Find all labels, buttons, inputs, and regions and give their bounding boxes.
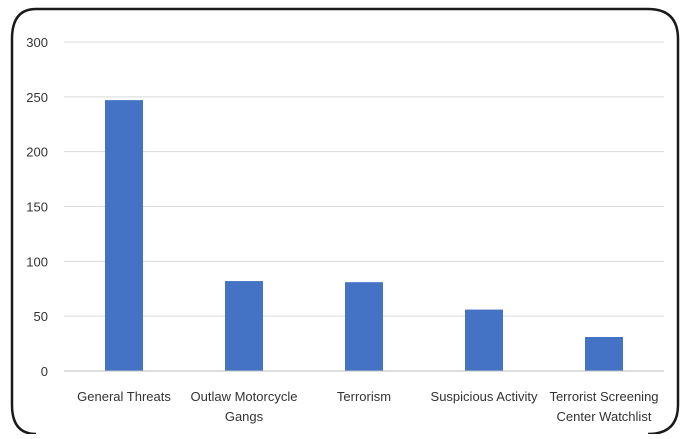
y-axis: 0 50 100 150 200 250 300 [26,35,48,379]
x-tick-label: Suspicious Activity [431,389,538,404]
chart-frame-border [10,7,680,436]
y-tick-label: 300 [26,35,48,50]
gridlines [64,41,664,317]
bar-1 [225,281,263,371]
x-tick-label: Center Watchlist [557,409,652,424]
y-tick-label: 200 [26,145,48,160]
x-tick-label: General Threats [77,389,171,404]
bars [105,100,623,371]
x-axis-labels: General Threats Outlaw Motorcycle Gangs Ter… [77,389,658,424]
y-tick-label: 50 [34,309,48,324]
bar-4 [585,337,623,371]
x-tick-label: Terrorism [337,389,391,404]
x-tick-label: Gangs [225,409,264,424]
x-tick-label: Terrorist Screening [549,389,658,404]
y-tick-label: 100 [26,254,48,269]
y-tick-label: 250 [26,90,48,105]
y-tick-label: 150 [26,200,48,215]
x-tick-label: Outlaw Motorcycle [191,389,298,404]
y-tick-label: 0 [41,364,48,379]
bar-2 [345,282,383,371]
bar-0 [105,100,143,371]
bar-3 [465,309,503,371]
